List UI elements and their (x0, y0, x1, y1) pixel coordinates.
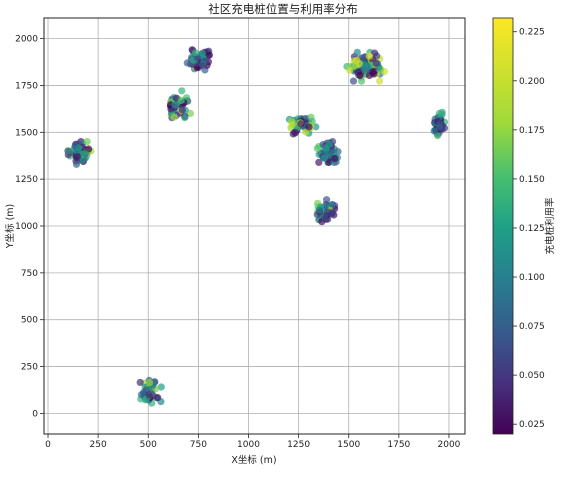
charging-station-point (371, 49, 379, 57)
charging-station-point (83, 138, 91, 146)
charging-station-point (357, 77, 366, 85)
colorbar (492, 17, 514, 435)
x-tick-label: 2000 (438, 440, 461, 450)
data-points (64, 46, 449, 407)
x-tick-label: 750 (190, 440, 207, 450)
charging-station-point (73, 152, 81, 161)
x-tick-label: 1500 (337, 440, 360, 450)
charging-station-point (145, 391, 153, 399)
charging-station-point (355, 59, 363, 67)
charging-station-point (370, 70, 378, 78)
colorbar-tick-label: 0.150 (519, 175, 545, 185)
y-tick-label: 0 (32, 409, 38, 419)
charging-station-point (198, 61, 206, 70)
charging-station-point (289, 130, 297, 138)
charging-station-point (325, 158, 333, 166)
charging-station-point (177, 96, 185, 105)
charging-station-point (186, 109, 194, 117)
charging-station-point (346, 66, 354, 74)
y-axis-label: Y坐标 (m) (4, 204, 16, 250)
charging-station-point (75, 144, 83, 152)
charging-station-point (178, 87, 186, 95)
charging-station-point (288, 121, 296, 129)
x-axis-label: X坐标 (m) (231, 454, 276, 466)
colorbar-tick-label: 0.100 (519, 273, 545, 283)
colorbar-tick-label: 0.050 (519, 371, 545, 381)
charging-station-point (328, 210, 336, 218)
charging-station-point (171, 101, 179, 109)
charging-station-point (157, 383, 165, 391)
charging-station-point (435, 109, 443, 118)
charging-station-point (154, 394, 162, 402)
charging-station-point (315, 206, 324, 214)
x-tick-label: 0 (45, 440, 51, 450)
x-axis-ticks: 0 250 500 750 1000 1250 1500 1750 2000 (45, 434, 461, 450)
y-axis-ticks: 0 250 500 750 1000 1250 1500 1750 2000 (15, 35, 44, 419)
y-tick-label: 1750 (15, 81, 38, 91)
charging-station-point (198, 50, 206, 58)
x-tick-label: 1000 (237, 440, 260, 450)
charging-station-point (72, 160, 81, 168)
charging-station-point (435, 123, 444, 131)
colorbar-tick-label: 0.175 (519, 126, 545, 136)
charging-station-point (64, 147, 72, 155)
y-tick-label: 500 (21, 316, 38, 326)
charging-station-point (365, 52, 373, 60)
charging-station-point (297, 120, 305, 128)
charging-station-point (353, 48, 361, 56)
charging-station-point (79, 157, 87, 165)
charging-station-point (331, 154, 339, 162)
charging-station-point (305, 123, 313, 131)
charging-station-point (321, 214, 329, 222)
grid-lines (44, 18, 465, 434)
charging-station-point (313, 144, 321, 152)
y-tick-label: 1250 (15, 175, 38, 185)
y-tick-label: 1500 (15, 128, 38, 138)
colorbar-ticks: 0.025 0.050 0.075 0.100 0.125 0.150 0.175 0.200… (513, 28, 545, 430)
charging-station-point (191, 49, 200, 57)
charging-station-point (315, 158, 323, 166)
chart-title: 社区充电桩位置与利用率分布 (208, 2, 358, 16)
charging-station-point (136, 378, 144, 386)
x-tick-label: 1750 (387, 440, 410, 450)
charging-station-point (178, 106, 186, 114)
y-tick-label: 250 (21, 363, 38, 373)
y-tick-label: 1000 (15, 222, 38, 232)
charging-station-point (319, 154, 328, 162)
charging-station-point (362, 65, 370, 74)
colorbar-tick-label: 0.225 (519, 28, 545, 38)
charging-station-point (205, 51, 213, 59)
charging-station-point (181, 114, 189, 122)
charging-station-point (372, 59, 380, 67)
charging-station-point (430, 127, 438, 135)
colorbar-tick-label: 0.125 (519, 224, 545, 234)
colorbar-tick-label: 0.025 (519, 420, 545, 430)
charging-station-point (356, 71, 364, 80)
charging-station-point (376, 77, 384, 85)
x-tick-label: 250 (90, 440, 107, 450)
x-tick-label: 500 (140, 440, 157, 450)
y-tick-label: 750 (21, 269, 38, 279)
charging-station-point (323, 196, 331, 204)
colorbar-label: 充电桩利用率 (544, 197, 556, 255)
y-tick-label: 2000 (15, 35, 38, 45)
charging-station-point (170, 113, 178, 121)
x-tick-label: 1250 (287, 440, 310, 450)
colorbar-tick-label: 0.075 (519, 322, 545, 332)
charging-station-point (326, 140, 334, 148)
charging-station-point (183, 59, 191, 67)
charging-station-point (146, 379, 154, 387)
charging-station-point (81, 149, 89, 158)
charging-station-point (349, 77, 358, 85)
colorbar-tick-label: 0.200 (519, 77, 545, 87)
